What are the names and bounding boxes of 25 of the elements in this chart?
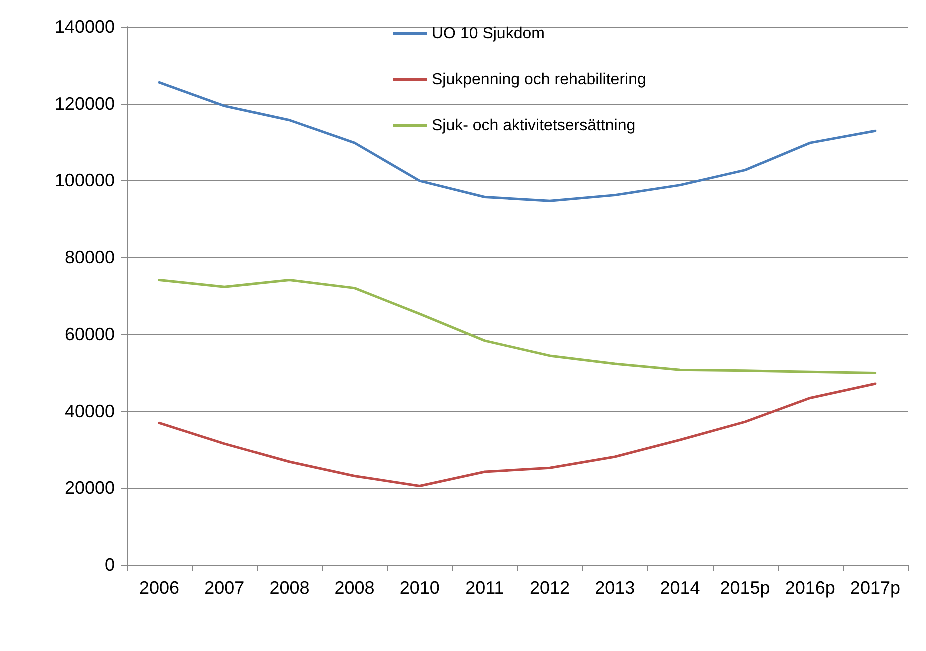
x-tick-label: 2008 [334,578,375,598]
x-tick-label: 2015p [720,578,770,598]
line-series [158,382,877,488]
x-tick-label: 2014 [660,578,700,598]
y-tick-label: 120000 [54,94,115,114]
line-series [158,278,877,374]
x-tick-label: 2016p [785,578,836,598]
y-tick-label: 80000 [64,248,115,268]
legend-label: Sjuk- och aktivitetsersättning [432,118,636,134]
x-tick-label: 2010 [400,578,440,598]
legend-label: Sjukpenning och rehabilitering [432,72,646,88]
y-tick-label: 140000 [54,17,115,37]
y-tick-label: 100000 [54,170,115,191]
y-tick-label: 0 [104,555,115,575]
x-tick-label: 2007 [204,578,245,598]
y-tick-label: 60000 [64,324,115,344]
legend-label: UO 10 Sjukdom [432,26,545,42]
x-tick-label: 2006 [140,578,180,598]
y-tick-label: 20000 [64,478,115,498]
x-tick-label: 2012 [530,578,570,598]
x-tick-label: 2017p [850,578,900,598]
x-tick-label: 2013 [595,578,636,598]
y-tick-label: 40000 [64,401,115,422]
x-tick-label: 2011 [466,578,504,598]
x-tick-label: 2008 [270,578,310,598]
